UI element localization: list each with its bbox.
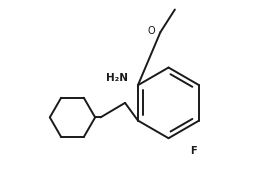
- Text: H₂N: H₂N: [106, 73, 128, 83]
- Text: O: O: [148, 26, 156, 36]
- Text: F: F: [191, 146, 197, 156]
